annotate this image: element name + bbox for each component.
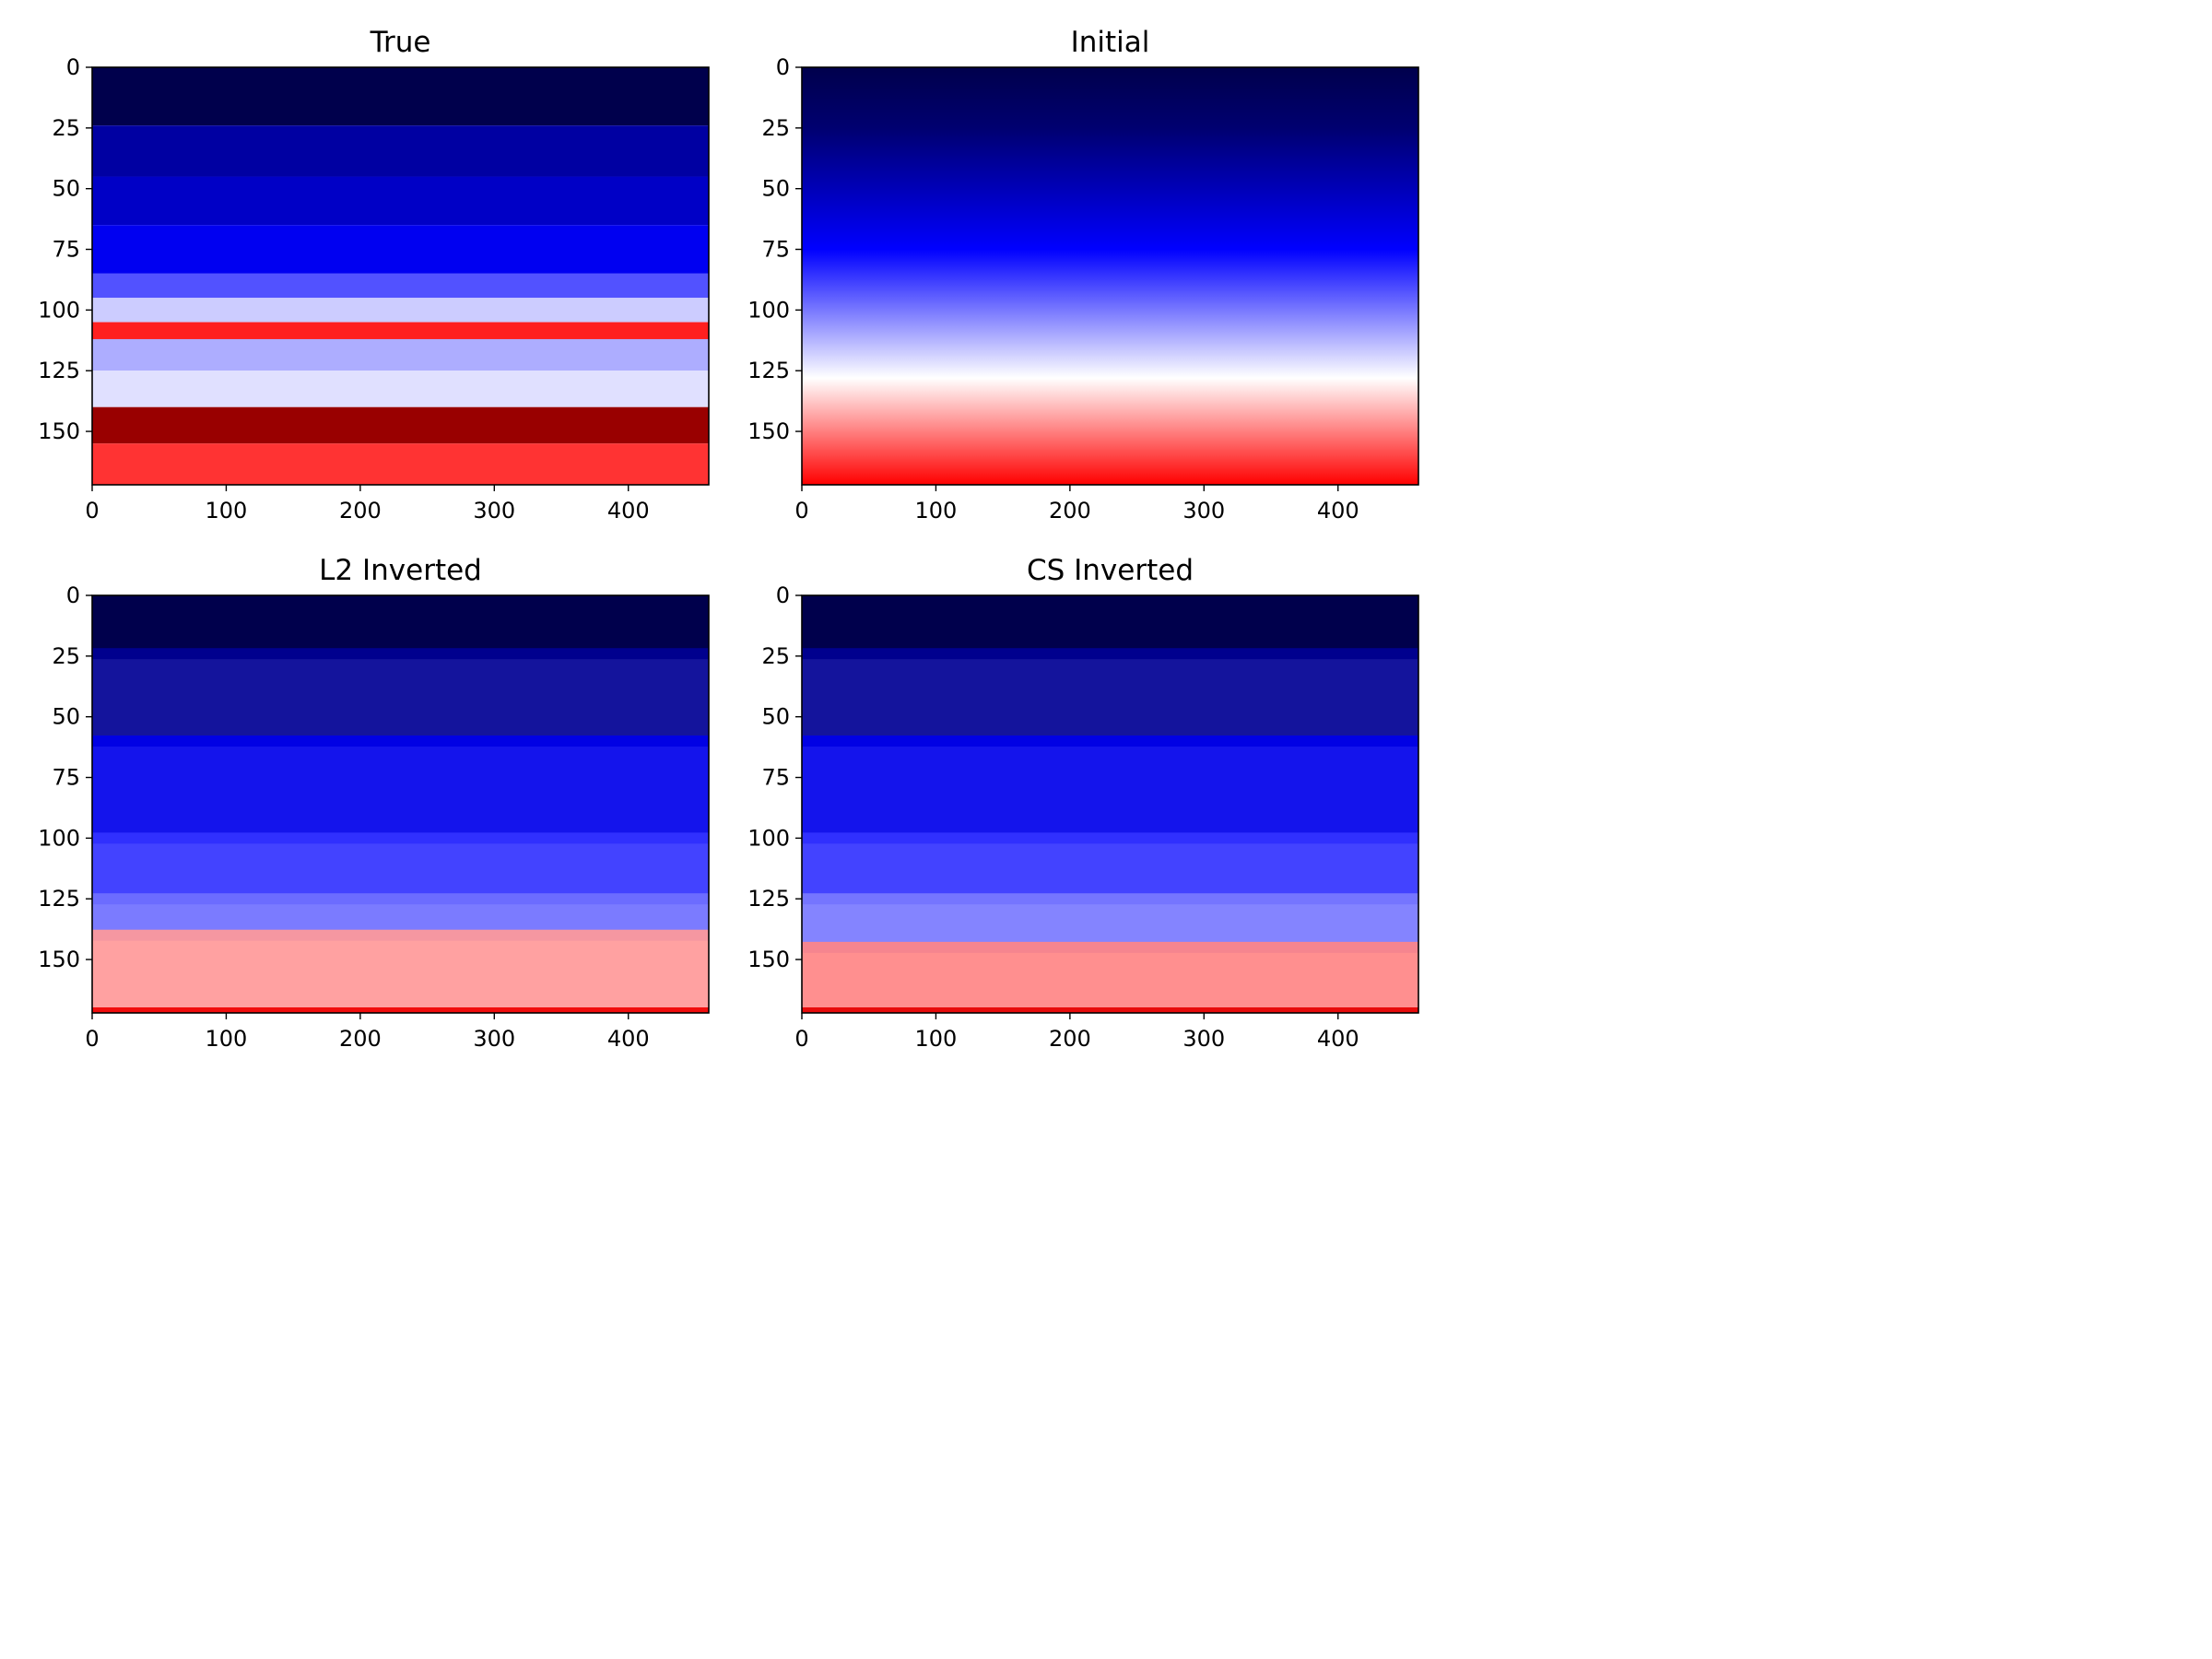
x-tick-label: 0 [794,1026,808,1052]
y-tick-label: 150 [38,947,80,972]
axes: 0 100 200 300 400 0 25 50 75 100 125 150 [38,54,649,524]
gradient-fill [802,67,1418,485]
axes: 0 100 200 300 400 0 25 50 75 100 125 150 [38,582,649,1052]
layer-band [92,67,709,126]
layer-band [92,273,709,299]
layer-band [802,735,1418,844]
x-tick-label: 300 [473,1026,515,1052]
x-tick-label: 100 [915,1026,958,1052]
layer-band [802,648,1418,747]
y-tick-label: 25 [52,115,80,141]
panel-title: CS Inverted [1027,554,1194,587]
y-tick-label: 25 [761,643,790,669]
layer-band [802,941,1418,1013]
y-tick-label: 125 [747,886,790,912]
layer-band [92,443,709,485]
layer-band [92,225,709,274]
y-tick-label: 100 [38,297,80,323]
x-tick-label: 200 [1049,1026,1091,1052]
x-tick-label: 200 [1049,498,1091,524]
y-tick-label: 50 [761,704,790,730]
y-tick-label: 0 [776,54,790,80]
layer-band [92,406,709,444]
x-tick-label: 400 [607,1026,650,1052]
panel-title: L2 Inverted [319,554,482,587]
y-tick-label: 125 [38,358,80,383]
y-tick-label: 50 [761,176,790,202]
layer-band [92,371,709,407]
panel-initial: Initial 0 100 200 300 400 0 25 50 75 100 125 150 [747,26,1419,524]
panel-title: True [370,26,431,59]
y-tick-label: 150 [747,418,790,444]
layer-band [92,125,709,177]
panel-l2-inverted: L2 Inverted 0 100 200 300 400 0 25 50 75 100 125 15… [38,554,710,1052]
figure: True 0 100 200 300 400 0 25 50 75 100 125 150 Initi… [38,26,1419,1052]
y-tick-label: 150 [747,947,790,972]
plot-frame [801,66,1419,486]
x-tick-label: 400 [1317,498,1359,524]
x-tick-label: 300 [1182,498,1225,524]
y-tick-label: 75 [761,237,790,263]
y-tick-label: 0 [776,582,790,608]
layer-band [92,338,709,371]
y-tick-label: 100 [38,825,80,851]
layer-band [92,648,709,747]
plot-frame [801,594,1419,1014]
panel-cs-inverted: CS Inverted 0 100 200 300 400 0 25 50 75 100 125 15… [747,554,1419,1052]
heatmap-image [802,67,1418,485]
x-tick-label: 100 [206,498,248,524]
y-tick-label: 25 [761,115,790,141]
x-tick-label: 200 [339,1026,382,1052]
heatmap-image [802,595,1418,1013]
panel-title: Initial [1071,26,1150,59]
layer-band [92,735,709,844]
y-tick-label: 50 [52,176,80,202]
layer-band [92,832,709,905]
layer-band [92,298,709,323]
x-tick-label: 200 [339,498,382,524]
y-tick-label: 125 [747,358,790,383]
axes: 0 100 200 300 400 0 25 50 75 100 125 150 [747,582,1359,1052]
y-tick-label: 75 [761,765,790,791]
axes: 0 100 200 300 400 0 25 50 75 100 125 150 [747,54,1359,524]
y-tick-label: 25 [52,643,80,669]
y-tick-label: 150 [38,418,80,444]
y-tick-label: 100 [747,297,790,323]
x-tick-label: 0 [85,1026,99,1052]
x-tick-label: 100 [206,1026,248,1052]
y-tick-label: 100 [747,825,790,851]
y-tick-label: 0 [66,54,80,80]
layer-band [92,176,709,226]
layer-band [92,929,709,1013]
x-tick-label: 400 [607,498,650,524]
x-tick-label: 0 [794,498,808,524]
x-tick-label: 300 [1182,1026,1225,1052]
y-tick-label: 50 [52,704,80,730]
y-tick-label: 75 [52,765,80,791]
plot-frame [91,66,710,486]
layer-band [802,832,1418,905]
y-tick-label: 75 [52,237,80,263]
y-tick-label: 0 [66,582,80,608]
x-tick-label: 300 [473,498,515,524]
heatmap-image [92,67,709,485]
layer-band [92,322,709,339]
layer-band [802,1007,1418,1013]
x-tick-label: 100 [915,498,958,524]
y-tick-label: 125 [38,886,80,912]
panel-true: True 0 100 200 300 400 0 25 50 75 100 125 150 [38,26,710,524]
heatmap-image [92,595,709,1013]
x-tick-label: 400 [1317,1026,1359,1052]
plot-frame [91,594,710,1014]
layer-band [92,1007,709,1013]
x-tick-label: 0 [85,498,99,524]
